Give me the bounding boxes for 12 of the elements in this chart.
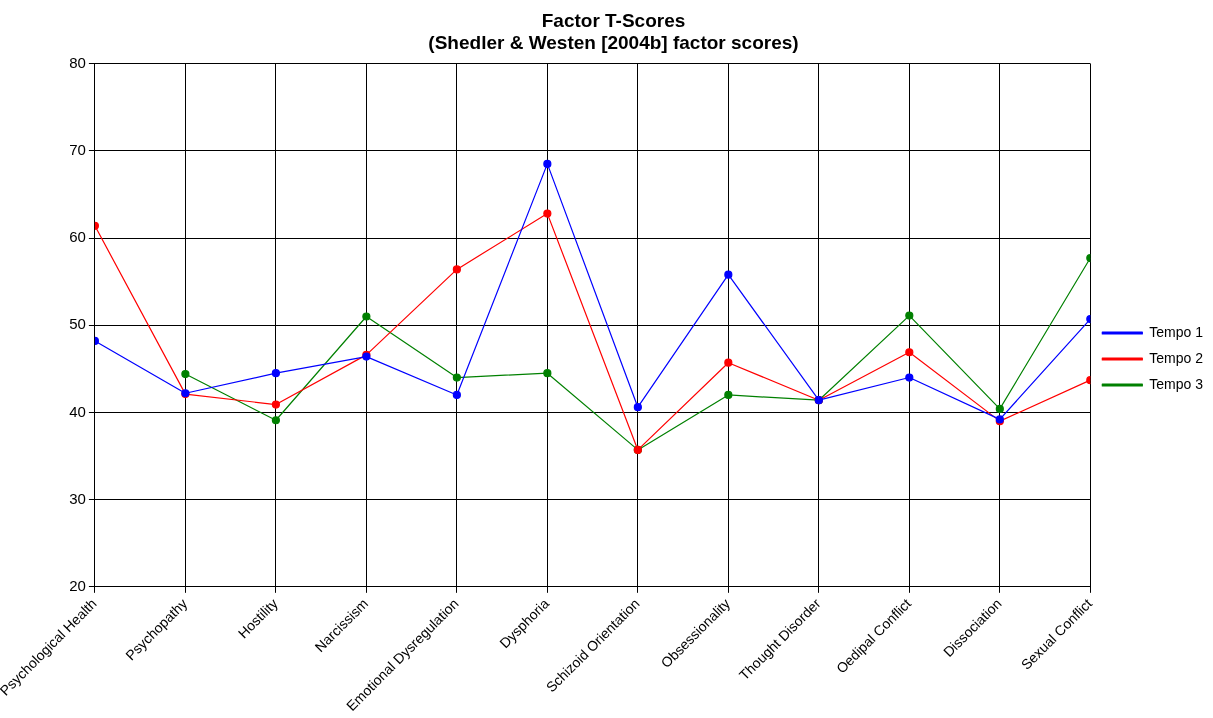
y-tick-label: 60: [69, 228, 86, 246]
y-tick-label: 40: [69, 402, 86, 420]
legend-label: Tempo 3: [1149, 375, 1204, 392]
y-tick-label: 30: [69, 489, 86, 507]
y-tick-label: 70: [69, 140, 86, 158]
chart-title: Factor T-Scores: [541, 9, 686, 31]
chart-subtitle: (Shedler & Westen [2004b] factor scores): [428, 32, 799, 54]
y-tick-label: 50: [69, 315, 86, 333]
y-tick-label: 20: [69, 576, 86, 594]
legend-label: Tempo 2: [1149, 349, 1204, 366]
y-tick-label: 80: [69, 53, 86, 71]
legend-label: Tempo 1: [1149, 323, 1204, 340]
